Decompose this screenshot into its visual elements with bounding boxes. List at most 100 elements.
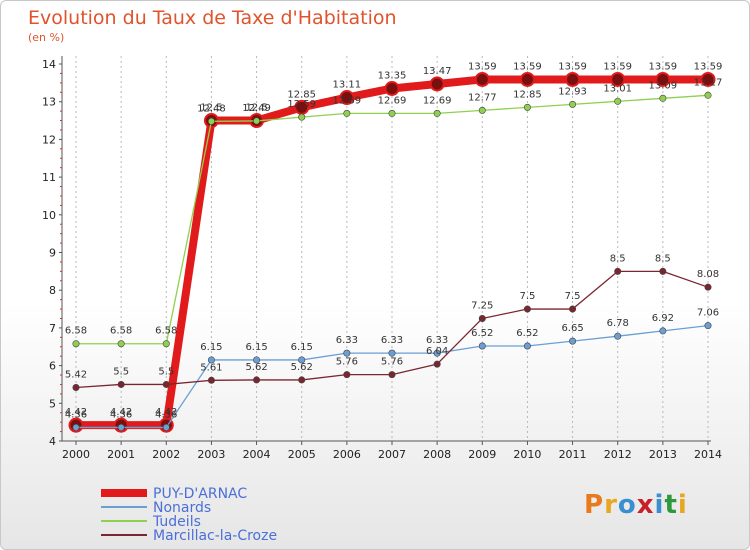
data-label: 12.69 [423,95,452,106]
data-label: 6.15 [200,342,222,353]
x-tick-label: 2007 [378,448,406,461]
logo-letter: t [664,490,678,520]
data-point [388,349,396,357]
data-label: 12.77 [468,92,497,103]
data-point [523,305,531,313]
x-tick-label: 2008 [423,448,451,461]
y-tick-label: 10 [42,209,56,222]
x-tick-label: 2006 [333,448,361,461]
data-label: 6.58 [155,326,177,337]
data-point [72,340,80,348]
data-label: 13.11 [333,80,362,91]
data-point [523,342,531,350]
data-point [569,100,577,108]
x-tick-label: 2000 [62,448,90,461]
data-label: 5.62 [291,362,313,373]
data-point [117,380,125,388]
y-tick-label: 6 [49,360,56,373]
data-point [162,340,170,348]
y-tick-label: 8 [49,284,56,297]
legend-label: Nonards [153,500,211,516]
logo-letter: x [636,490,655,520]
data-label: 12.59 [287,99,316,110]
data-label: 7.5 [565,291,581,302]
logo-letter: o [617,490,637,520]
data-label: 12.69 [333,95,362,106]
data-label: 5.76 [336,357,358,368]
data-label: 13.17 [694,77,723,88]
proxiti-logo: Proxiti [584,490,688,520]
data-label: 5.76 [381,357,403,368]
data-point [339,90,355,106]
data-label: 4.42 [155,407,177,418]
data-label: 5.62 [245,362,267,373]
data-point [474,71,490,87]
data-label: 6.33 [426,335,448,346]
data-label: 6.52 [471,328,493,339]
data-label: 6.65 [561,323,583,334]
legend-label: PUY-D'ARNAC [153,486,247,502]
series-tudeils [72,91,712,348]
data-label: 13.35 [378,71,407,82]
data-label: 8.5 [655,253,671,264]
data-label: 6.33 [336,335,358,346]
data-label: 13.59 [468,61,497,72]
data-point [704,322,712,330]
data-label: 6.15 [245,342,267,353]
data-label: 13.59 [558,61,587,72]
data-label: 12.93 [558,86,587,97]
data-label: 13.01 [603,83,632,94]
data-point [207,356,215,364]
series-marcillac-la-croze [72,267,712,391]
data-label: 6.58 [110,326,132,337]
data-label: 4.42 [65,407,87,418]
data-point [478,314,486,322]
data-label: 6.52 [516,328,538,339]
data-label: 13.47 [423,66,452,77]
data-label: 12.48 [197,103,226,114]
data-label: 8.08 [697,269,719,280]
data-label: 4.42 [110,407,132,418]
data-label: 4.36 [155,409,177,420]
data-label: 5.5 [158,366,174,377]
y-tick-label: 11 [42,171,56,184]
data-point [429,76,445,92]
data-point [298,113,306,121]
data-point [478,106,486,114]
data-label: 4.36 [110,409,132,420]
data-label: 7.06 [697,308,719,319]
legend-label: Marcillac-la-Croze [153,528,277,544]
data-label: 6.58 [65,326,87,337]
series-nonards [72,322,712,431]
data-point [298,376,306,384]
y-tick-label: 4 [49,435,56,448]
data-point [343,349,351,357]
data-point [388,109,396,117]
data-point [614,97,622,105]
data-label: 13.59 [513,61,542,72]
data-point [659,327,667,335]
data-point [162,380,170,388]
chart-subtitle: (en %) [28,31,65,44]
legend-label: Tudeils [152,514,201,530]
y-tick-label: 12 [42,133,56,146]
data-label: 12.49 [242,103,271,114]
data-label: 6.78 [607,318,629,329]
data-label: 5.5 [113,366,129,377]
data-point [659,267,667,275]
logo-letter: i [677,490,688,520]
data-point [610,71,626,87]
x-tick-label: 2005 [288,448,316,461]
x-tick-label: 2011 [559,448,587,461]
data-label: 12.85 [287,89,316,100]
data-label: 7.5 [519,291,535,302]
x-tick-label: 2010 [513,448,541,461]
logo-letter: r [604,490,618,520]
data-label: 6.33 [381,335,403,346]
y-tick-label: 5 [49,397,56,410]
data-point [614,332,622,340]
data-point [117,423,125,431]
data-point [478,342,486,350]
data-point [433,360,441,368]
